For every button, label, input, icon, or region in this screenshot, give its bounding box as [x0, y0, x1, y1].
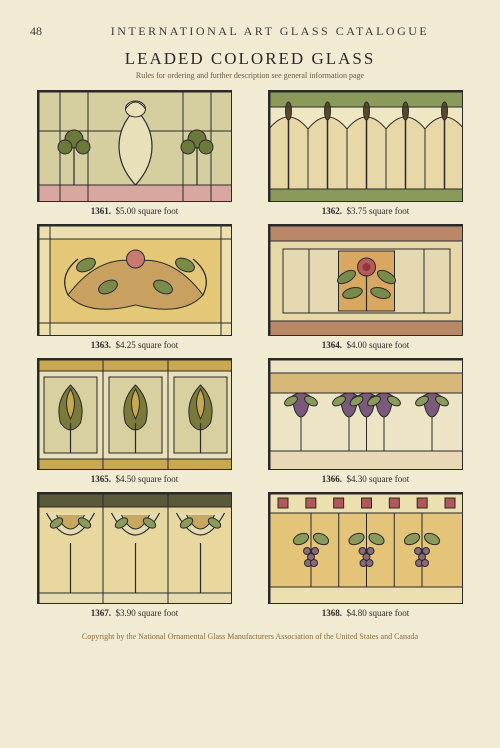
catalog-item-1362: 1362. $3.75 square foot: [261, 90, 470, 216]
glass-panel-illustration: [37, 358, 232, 470]
catalog-item-1363: 1363. $4.25 square foot: [30, 224, 239, 350]
item-price: $4.50 square foot: [116, 474, 179, 484]
item-price: $4.30 square foot: [347, 474, 410, 484]
item-price: $3.75 square foot: [347, 206, 410, 216]
item-price: $4.00 square foot: [347, 340, 410, 350]
glass-panel-illustration: [37, 90, 232, 202]
page-subtitle: Rules for ordering and further descripti…: [30, 71, 470, 80]
item-number: 1366.: [322, 474, 342, 484]
catalog-item-1367: 1367. $3.90 square foot: [30, 492, 239, 618]
item-number: 1362.: [322, 206, 342, 216]
item-price: $5.00 square foot: [116, 206, 179, 216]
catalog-item-1365: 1365. $4.50 square foot: [30, 358, 239, 484]
catalog-item-1361: 1361. $5.00 square foot: [30, 90, 239, 216]
copyright-line: Copyright by the National Ornamental Gla…: [30, 632, 470, 641]
glass-panel-illustration: [37, 224, 232, 336]
catalog-item-1368: 1368. $4.80 square foot: [261, 492, 470, 618]
item-number: 1368.: [322, 608, 342, 618]
page-title: LEADED COLORED GLASS: [30, 49, 470, 69]
item-number: 1363.: [91, 340, 111, 350]
item-number: 1367.: [91, 608, 111, 618]
item-number: 1365.: [91, 474, 111, 484]
item-caption: 1366. $4.30 square foot: [322, 474, 410, 484]
item-number: 1364.: [322, 340, 342, 350]
glass-panel-illustration: [268, 224, 463, 336]
item-number: 1361.: [91, 206, 111, 216]
item-caption: 1364. $4.00 square foot: [322, 340, 410, 350]
page-number: 48: [30, 24, 42, 39]
item-caption: 1362. $3.75 square foot: [322, 206, 410, 216]
item-price: $4.25 square foot: [116, 340, 179, 350]
item-caption: 1368. $4.80 square foot: [322, 608, 410, 618]
glass-panel-illustration: [37, 492, 232, 604]
item-caption: 1361. $5.00 square foot: [91, 206, 179, 216]
item-caption: 1363. $4.25 square foot: [91, 340, 179, 350]
catalog-item-1366: 1366. $4.30 square foot: [261, 358, 470, 484]
catalog-item-1364: 1364. $4.00 square foot: [261, 224, 470, 350]
item-caption: 1365. $4.50 square foot: [91, 474, 179, 484]
item-price: $3.90 square foot: [116, 608, 179, 618]
item-caption: 1367. $3.90 square foot: [91, 608, 179, 618]
running-head: INTERNATIONAL ART GLASS CATALOGUE: [70, 24, 470, 39]
glass-panel-illustration: [268, 358, 463, 470]
glass-panel-illustration: [268, 90, 463, 202]
item-price: $4.80 square foot: [347, 608, 410, 618]
glass-panel-illustration: [268, 492, 463, 604]
